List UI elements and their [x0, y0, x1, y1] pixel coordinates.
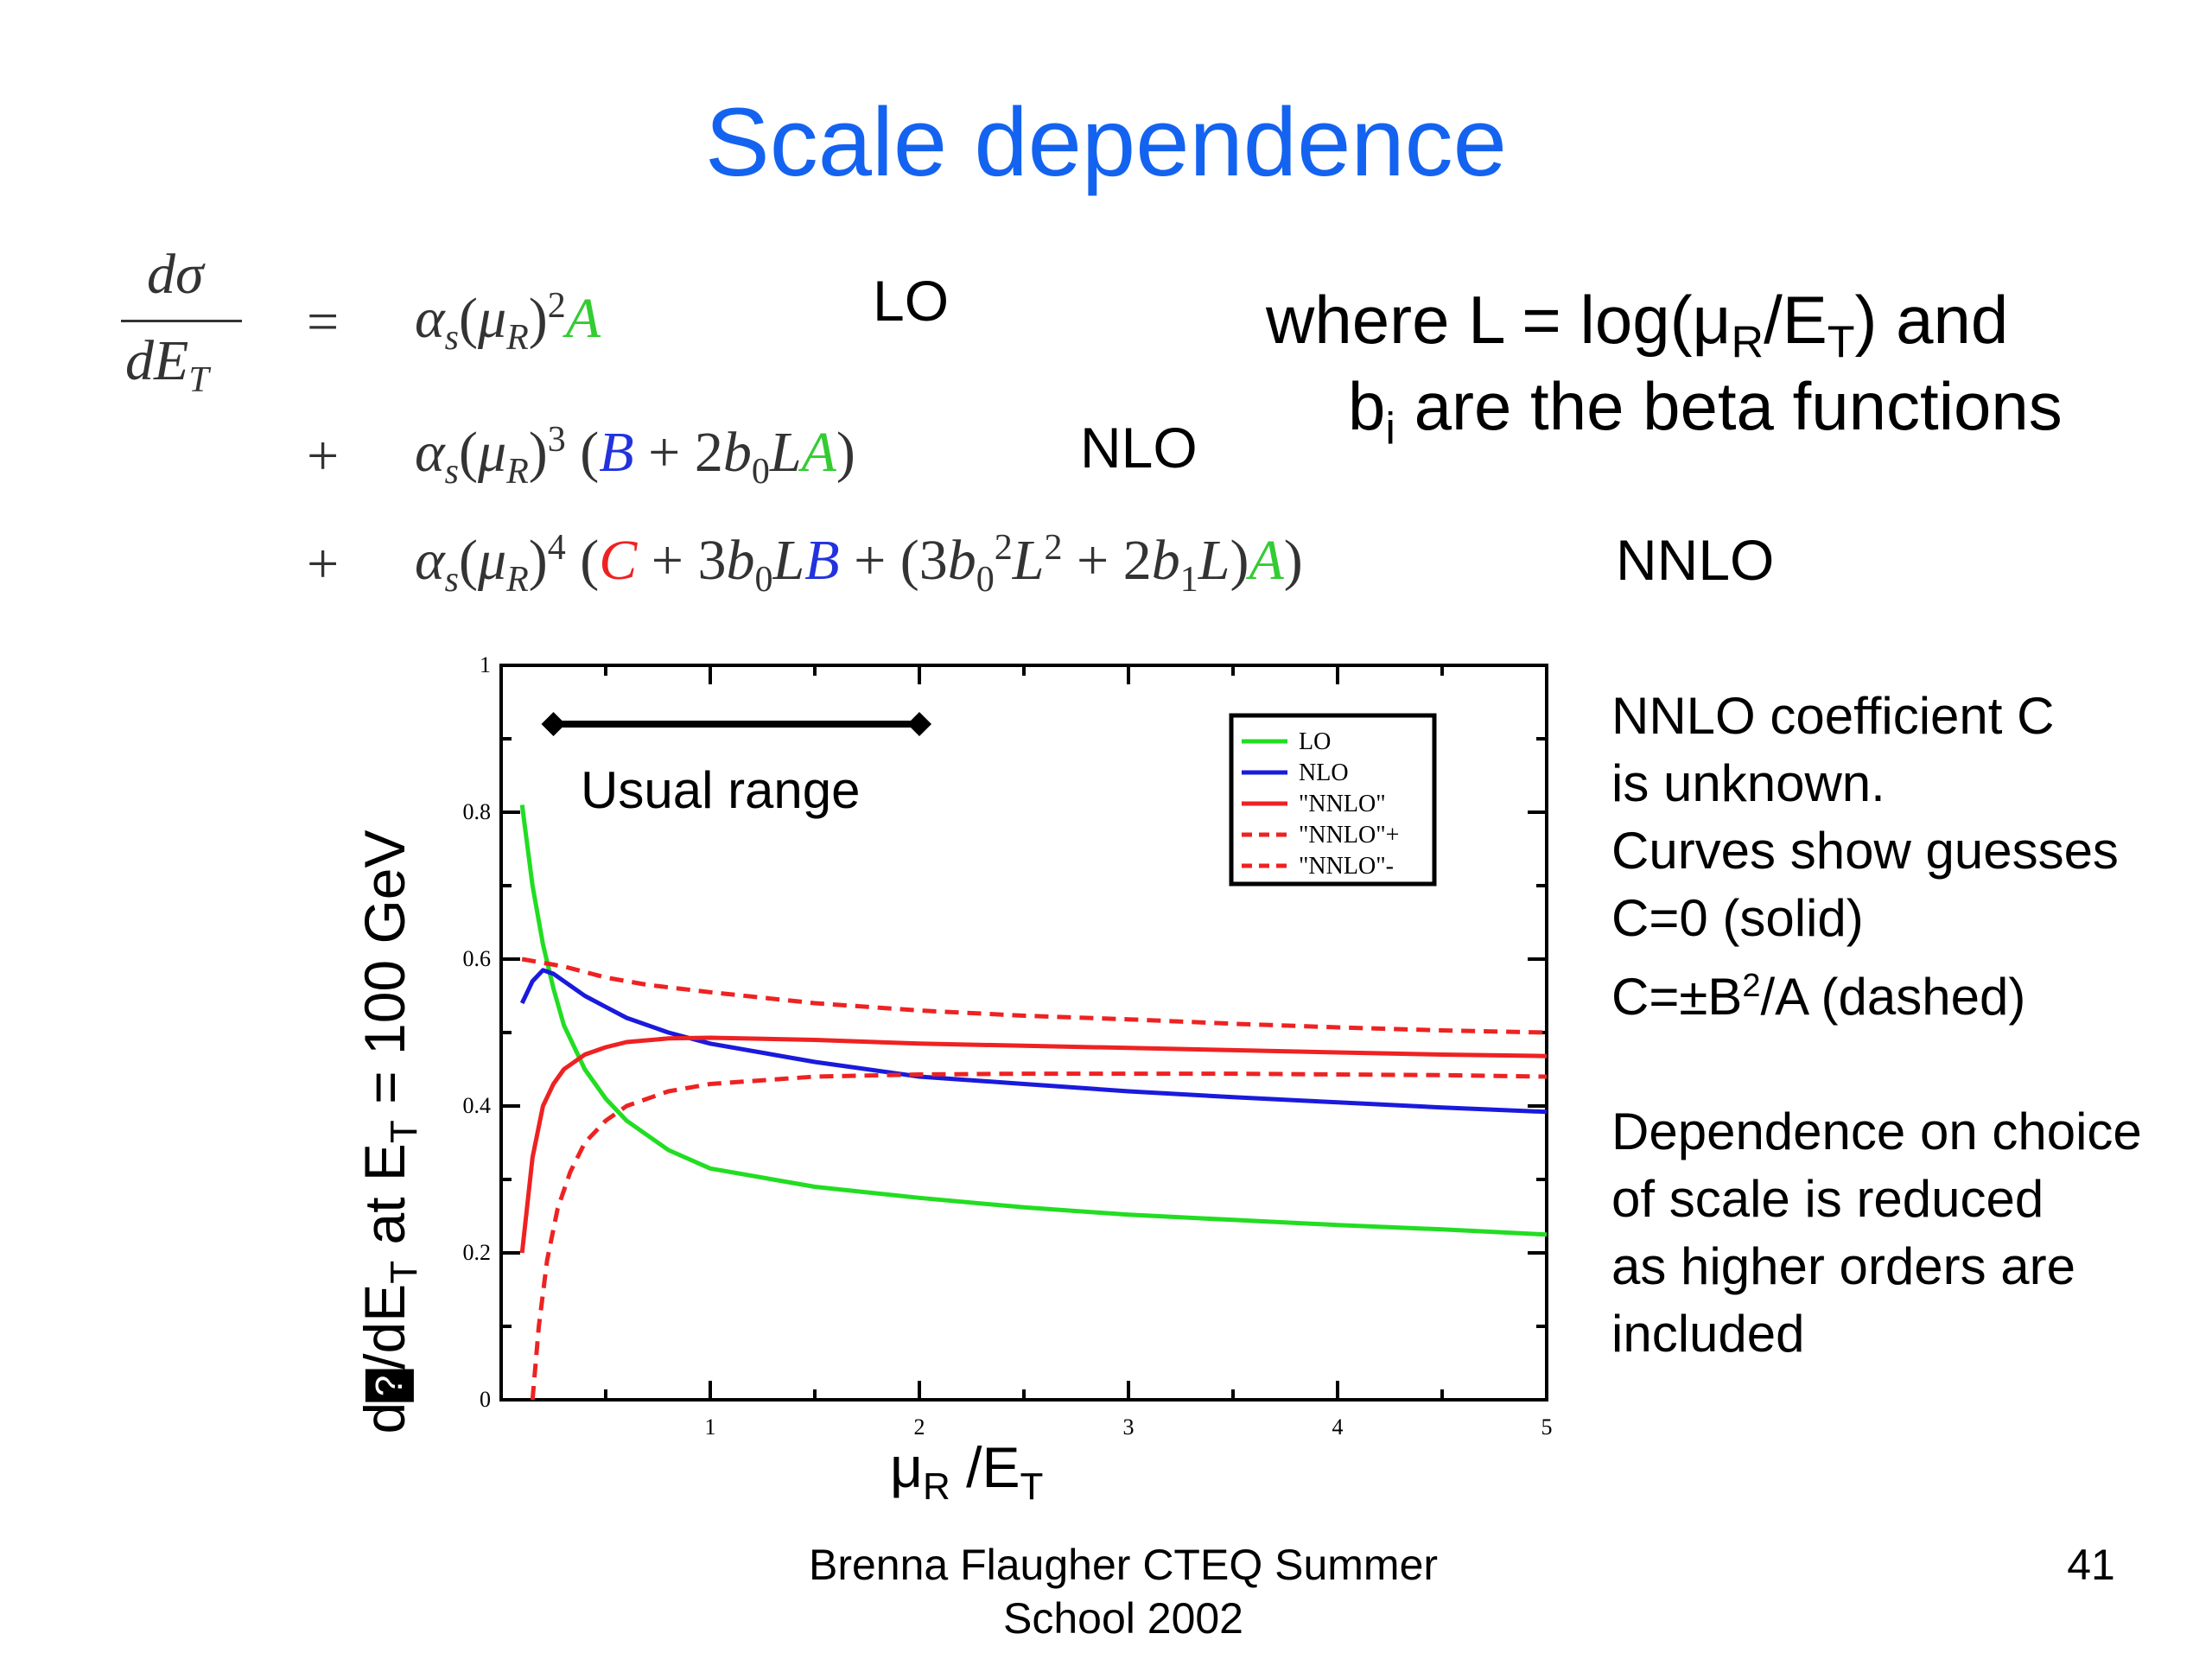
slide-title: Scale dependence	[705, 88, 1507, 196]
eq-term-nlo: αs(μR)3 (B + 2b0LA)	[415, 420, 855, 493]
legend-label: NLO	[1299, 760, 1349, 786]
x-tick-label: 5	[1541, 1414, 1553, 1440]
eq-lhs-numerator: dσ	[147, 243, 204, 306]
series-line-3	[521, 957, 1548, 1035]
nlo-label: NLO	[1080, 416, 1198, 480]
x-tick-label: 4	[1332, 1414, 1344, 1440]
eq-plus-2: +	[307, 532, 340, 595]
nnlo-label: NNLO	[1616, 528, 1775, 592]
page-number: 41	[2067, 1541, 2115, 1589]
legend-label: "NNLO"-	[1299, 853, 1394, 880]
y-tick-label: 0	[480, 1387, 491, 1412]
y-tick-label: 0.8	[463, 799, 492, 824]
x-tick-label: 1	[705, 1414, 716, 1440]
series-line-0	[519, 804, 1548, 1237]
legend-label: "NNLO"	[1299, 791, 1386, 817]
series-line-4	[530, 1071, 1548, 1401]
x-tick-label: 2	[914, 1414, 925, 1440]
eq-term-lo: αs(μR)2A	[415, 286, 601, 359]
y-tick-label: 0.6	[463, 946, 492, 971]
y-axis-missing-glyph: ?	[365, 1369, 414, 1402]
legend-label: LO	[1299, 728, 1331, 755]
eq-equals: =	[307, 290, 340, 353]
eq-plus-1: +	[307, 424, 340, 487]
eq-fraction-bar	[121, 320, 242, 322]
usual-range-label: Usual range	[581, 761, 861, 819]
legend-label: "NNLO"+	[1299, 822, 1399, 849]
lo-label: LO	[873, 269, 950, 333]
definition-note-line1: where L = log(μR/ET) and	[1266, 282, 2009, 368]
y-axis-label: d?/dET at ET = 100 GeV	[352, 830, 426, 1434]
usual-range-end-diamond	[907, 712, 931, 736]
eq-lhs-denominator: dET	[125, 329, 209, 401]
y-tick-label: 0.4	[463, 1093, 492, 1118]
series-line-2	[519, 1035, 1548, 1254]
x-tick-label: 3	[1123, 1414, 1135, 1440]
definition-note-line2: bi are the beta functions	[1348, 368, 2063, 454]
footer-credit: Brenna Flaugher CTEQ Summer School 2002	[808, 1541, 1439, 1643]
y-tick-label: 0.2	[463, 1240, 492, 1265]
usual-range-end-diamond	[541, 712, 566, 736]
y-tick-label: 1	[480, 652, 491, 677]
eq-term-nnlo: αs(μR)4 (C + 3b0LB + (3b02L2 + 2b1L)A)	[415, 528, 1303, 601]
x-axis-label: μR /ET	[890, 1435, 1044, 1509]
